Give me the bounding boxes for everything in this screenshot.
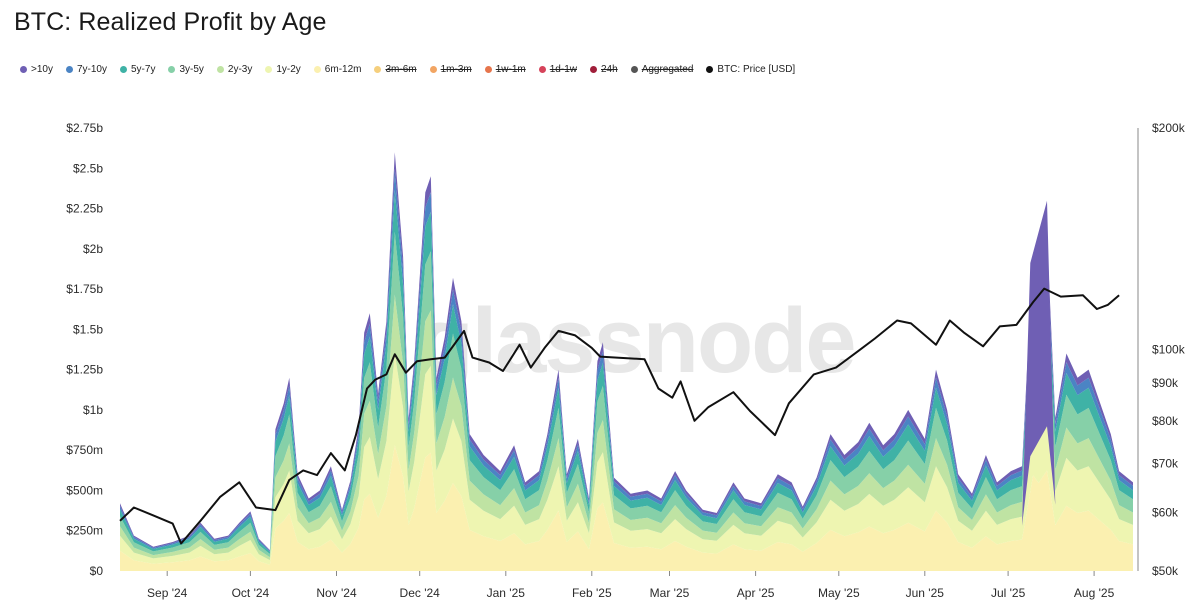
legend-item[interactable]: 3y-5y bbox=[168, 63, 204, 75]
area-series-3y-5y bbox=[120, 231, 1133, 558]
legend-swatch bbox=[216, 65, 224, 73]
x-tick-label: Dec '24 bbox=[400, 586, 441, 600]
x-tick-label: Sep '24 bbox=[147, 586, 188, 600]
x-tick-label: Nov '24 bbox=[316, 586, 357, 600]
x-tick-label: Jul '25 bbox=[991, 586, 1026, 600]
y-axis-left: $0 $250m $500m $750m $1b $1.25b $1.5b $1.75b $2b… bbox=[66, 121, 103, 578]
y-tick-label: $250m bbox=[66, 524, 103, 538]
y2-tick-label: $70k bbox=[1152, 457, 1179, 471]
area-series-6m-12m bbox=[120, 445, 1133, 571]
legend-label: 3y-5y bbox=[179, 63, 204, 75]
legend-item[interactable]: >10y bbox=[20, 64, 53, 75]
legend-swatch bbox=[538, 65, 546, 73]
legend-swatch bbox=[119, 65, 127, 73]
y2-tick-label: $100k bbox=[1152, 343, 1186, 357]
legend-swatch bbox=[706, 65, 714, 73]
legend-item[interactable]: 6m-12m bbox=[313, 63, 362, 75]
y2-tick-label: $90k bbox=[1152, 376, 1179, 390]
legend-label: 1y-2y bbox=[276, 63, 301, 75]
spike-layer bbox=[1022, 200, 1056, 526]
legend-item[interactable]: BTC: Price [USD] bbox=[706, 64, 795, 75]
legend: >10y 7y-10y 5y-7y 3y-5y 2y-3y 1y-2y 6m-12m 3m-6… bbox=[20, 62, 808, 76]
legend-item[interactable]: 2y-3y bbox=[216, 63, 253, 75]
legend-item[interactable]: 1m-3m bbox=[429, 63, 472, 75]
legend-swatch bbox=[168, 65, 176, 73]
legend-label: 24h bbox=[601, 63, 618, 75]
y-tick-label: $2.5b bbox=[73, 161, 103, 175]
y-tick-label: $500m bbox=[66, 484, 103, 498]
stacked-areas bbox=[120, 152, 1133, 571]
y-tick-label: $1.25b bbox=[66, 363, 103, 377]
x-tick-label: Feb '25 bbox=[572, 586, 612, 600]
page-title: BTC: Realized Profit by Age bbox=[14, 8, 327, 36]
legend-swatch bbox=[313, 65, 321, 73]
legend-label: 1m-3m bbox=[440, 63, 472, 75]
y2-tick-label: $50k bbox=[1152, 564, 1179, 578]
x-tick-label: Aug '25 bbox=[1074, 586, 1115, 600]
x-tick-label: Jan '25 bbox=[487, 586, 526, 600]
legend-item[interactable]: 24h bbox=[590, 64, 618, 75]
x-tick-label: Jun '25 bbox=[906, 586, 945, 600]
x-tick-label: May '25 bbox=[818, 586, 860, 600]
area-series-5y-7y bbox=[120, 189, 1133, 554]
legend-label: 3m-6m bbox=[385, 63, 417, 75]
legend-swatch bbox=[484, 65, 492, 73]
y-tick-label: $0 bbox=[90, 564, 104, 578]
legend-swatch bbox=[630, 65, 638, 73]
legend-label: 2y-3y bbox=[227, 63, 253, 75]
y-tick-label: $2.75b bbox=[66, 121, 103, 135]
area-series->10y-spike bbox=[1022, 200, 1056, 526]
legend-label: 1d-1w bbox=[549, 63, 577, 75]
legend-label: 5y-7y bbox=[130, 63, 156, 75]
legend-item[interactable]: 5y-7y bbox=[119, 63, 156, 75]
legend-item[interactable]: 3m-6m bbox=[374, 63, 417, 75]
y-tick-label: $1b bbox=[83, 403, 103, 417]
y2-tick-label: $60k bbox=[1152, 506, 1179, 520]
legend-label: 7y-10y bbox=[76, 63, 107, 75]
legend-item[interactable]: 1w-1m bbox=[484, 63, 526, 75]
legend-label: 1w-1m bbox=[495, 63, 526, 75]
y-tick-label: $2b bbox=[83, 242, 103, 256]
y-tick-label: $1.75b bbox=[66, 282, 103, 296]
legend-swatch bbox=[429, 65, 437, 73]
legend-swatch bbox=[20, 65, 27, 73]
area-series-2y-3y bbox=[120, 294, 1133, 561]
legend-swatch bbox=[590, 65, 597, 73]
x-tick-label: Mar '25 bbox=[650, 586, 690, 600]
price-layer bbox=[119, 287, 1120, 545]
legend-label: >10y bbox=[31, 63, 53, 75]
y2-tick-label: $200k bbox=[1152, 121, 1186, 135]
y-tick-label: $750m bbox=[66, 443, 103, 457]
y2-tick-label: $80k bbox=[1152, 414, 1179, 428]
y-tick-label: $1.5b bbox=[73, 322, 103, 336]
legend-item[interactable]: 7y-10y bbox=[65, 63, 107, 75]
legend-label: BTC: Price [USD] bbox=[717, 63, 796, 75]
x-tick-label: Apr '25 bbox=[737, 586, 775, 600]
x-tick-label: Oct '24 bbox=[232, 586, 270, 600]
legend-swatch bbox=[265, 65, 273, 73]
watermark: glassnode bbox=[417, 290, 854, 392]
legend-label: 6m-12m bbox=[324, 63, 362, 75]
area-series-1y-2y bbox=[120, 353, 1133, 565]
y-tick-label: $2.25b bbox=[66, 202, 103, 216]
legend-swatch bbox=[374, 65, 382, 73]
y-axis-right: $50k $60k $70k $80k $90k $100k $200k bbox=[1152, 121, 1186, 578]
legend-label: Aggregated bbox=[641, 63, 694, 75]
legend-item[interactable]: 1d-1w bbox=[538, 63, 577, 75]
legend-swatch bbox=[65, 65, 73, 73]
legend-item[interactable]: Aggregated bbox=[630, 63, 694, 75]
x-axis: Sep '24 Oct '24 Nov '24 Dec '24 Jan '25 Feb '… bbox=[147, 571, 1115, 600]
legend-item[interactable]: 1y-2y bbox=[265, 63, 301, 75]
price-line bbox=[119, 287, 1120, 545]
